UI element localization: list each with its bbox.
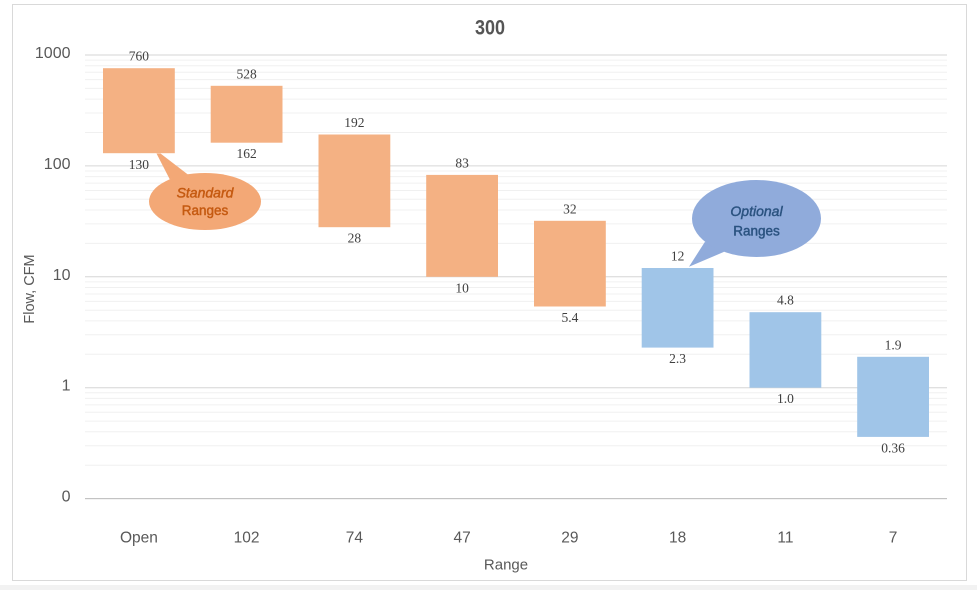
- svg-text:32: 32: [563, 201, 577, 216]
- svg-text:130: 130: [129, 157, 150, 172]
- svg-text:1.9: 1.9: [885, 337, 902, 352]
- svg-text:10: 10: [53, 267, 71, 284]
- svg-text:1.0: 1.0: [777, 391, 794, 406]
- svg-text:Open: Open: [120, 530, 158, 547]
- svg-text:11: 11: [777, 530, 793, 547]
- svg-text:528: 528: [236, 66, 257, 81]
- svg-text:Standard: Standard: [177, 185, 235, 201]
- svg-text:Optional: Optional: [730, 203, 783, 219]
- svg-text:Ranges: Ranges: [182, 203, 229, 218]
- svg-text:100: 100: [44, 156, 71, 173]
- svg-text:192: 192: [344, 115, 364, 130]
- svg-text:28: 28: [348, 231, 362, 246]
- svg-text:7: 7: [889, 530, 898, 547]
- svg-text:0.36: 0.36: [881, 440, 905, 455]
- svg-text:Flow, CFM: Flow, CFM: [22, 254, 38, 323]
- svg-text:1: 1: [62, 378, 71, 395]
- svg-text:2.3: 2.3: [669, 351, 686, 366]
- svg-text:12: 12: [671, 249, 685, 264]
- svg-text:1000: 1000: [35, 45, 71, 62]
- svg-text:10: 10: [455, 280, 469, 295]
- svg-text:47: 47: [453, 530, 470, 547]
- svg-text:29: 29: [561, 530, 578, 547]
- svg-text:0: 0: [62, 489, 71, 506]
- svg-text:Ranges: Ranges: [733, 224, 780, 239]
- svg-text:300: 300: [475, 15, 505, 39]
- svg-text:83: 83: [455, 155, 469, 170]
- svg-text:102: 102: [234, 530, 260, 547]
- svg-text:74: 74: [346, 530, 364, 547]
- svg-text:18: 18: [669, 530, 686, 547]
- svg-text:Range: Range: [484, 557, 528, 574]
- svg-text:760: 760: [129, 49, 150, 64]
- svg-text:4.8: 4.8: [777, 293, 794, 308]
- svg-text:5.4: 5.4: [561, 310, 578, 325]
- svg-text:162: 162: [236, 146, 256, 161]
